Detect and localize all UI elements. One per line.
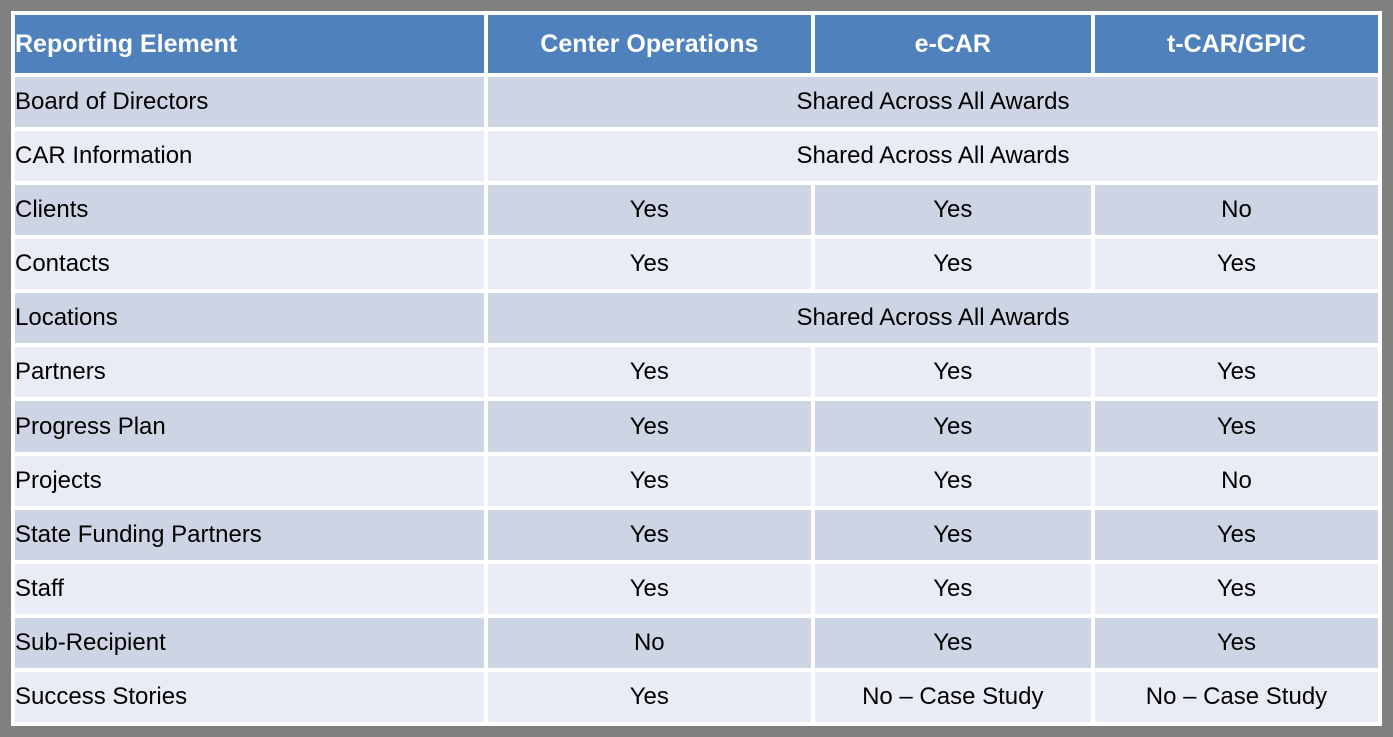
row-label: Partners [11, 343, 488, 402]
cell-value: Yes [483, 397, 815, 456]
table-row-board-of-directors: Board of Directors Shared Across All Awa… [11, 72, 1383, 132]
cell-value: Yes [483, 505, 815, 564]
cell-value: Yes [810, 235, 1095, 294]
column-header-e-car: e-CAR [810, 11, 1095, 77]
row-label: CAR Information [11, 127, 488, 186]
cell-value: Yes [1090, 559, 1383, 618]
column-header-reporting-element: Reporting Element [11, 11, 488, 77]
row-label: Locations [11, 289, 488, 348]
row-label: Sub-Recipient [11, 613, 488, 672]
row-label: Success Stories [11, 667, 488, 727]
table-row-partners: Partners Yes Yes Yes [11, 343, 1383, 402]
cell-value: Yes [810, 613, 1095, 672]
cell-value: Yes [810, 505, 1095, 564]
cell-value: Yes [483, 181, 815, 240]
table-row-staff: Staff Yes Yes Yes [11, 559, 1383, 618]
cell-value: Yes [810, 181, 1095, 240]
shared-cell: Shared Across All Awards [483, 289, 1383, 348]
cell-value: Yes [810, 343, 1095, 402]
table-row-progress-plan: Progress Plan Yes Yes Yes [11, 397, 1383, 456]
cell-value: Yes [483, 235, 815, 294]
table-row-state-funding-partners: State Funding Partners Yes Yes Yes [11, 505, 1383, 564]
table-header: Reporting Element Center Operations e-CA… [11, 11, 1383, 77]
cell-value: Yes [1090, 235, 1383, 294]
cell-value: No [1090, 181, 1383, 240]
row-label: State Funding Partners [11, 505, 488, 564]
table-row-sub-recipient: Sub-Recipient No Yes Yes [11, 613, 1383, 672]
column-header-center-operations: Center Operations [483, 11, 815, 77]
cell-value: No [1090, 451, 1383, 510]
cell-value: No – Case Study [1090, 667, 1383, 727]
cell-value: Yes [1090, 505, 1383, 564]
cell-value: No – Case Study [810, 667, 1095, 727]
table-row-projects: Projects Yes Yes No [11, 451, 1383, 510]
row-label: Clients [11, 181, 488, 240]
cell-value: Yes [483, 559, 815, 618]
cell-value: Yes [810, 397, 1095, 456]
cell-value: Yes [1090, 397, 1383, 456]
row-label: Progress Plan [11, 397, 488, 456]
cell-value: Yes [1090, 613, 1383, 672]
cell-value: Yes [483, 667, 815, 727]
header-row: Reporting Element Center Operations e-CA… [11, 11, 1383, 77]
table-row-contacts: Contacts Yes Yes Yes [11, 235, 1383, 294]
table-body: Board of Directors Shared Across All Awa… [11, 72, 1383, 727]
table-row-clients: Clients Yes Yes No [11, 181, 1383, 240]
table-row-car-information: CAR Information Shared Across All Awards [11, 127, 1383, 186]
row-label: Projects [11, 451, 488, 510]
reporting-elements-table: Reporting Element Center Operations e-CA… [11, 11, 1383, 727]
table-row-success-stories: Success Stories Yes No – Case Study No –… [11, 667, 1383, 727]
shared-cell: Shared Across All Awards [483, 127, 1383, 186]
column-header-t-car-gpic: t-CAR/GPIC [1090, 11, 1383, 77]
cell-value: Yes [810, 451, 1095, 510]
cell-value: Yes [483, 451, 815, 510]
row-label: Contacts [11, 235, 488, 294]
cell-value: Yes [810, 559, 1095, 618]
cell-value: No [483, 613, 815, 672]
cell-value: Yes [483, 343, 815, 402]
cell-value: Yes [1090, 343, 1383, 402]
table-row-locations: Locations Shared Across All Awards [11, 289, 1383, 348]
table-frame: Reporting Element Center Operations e-CA… [11, 11, 1383, 727]
row-label: Staff [11, 559, 488, 618]
row-label: Board of Directors [11, 72, 488, 132]
shared-cell: Shared Across All Awards [483, 72, 1383, 132]
